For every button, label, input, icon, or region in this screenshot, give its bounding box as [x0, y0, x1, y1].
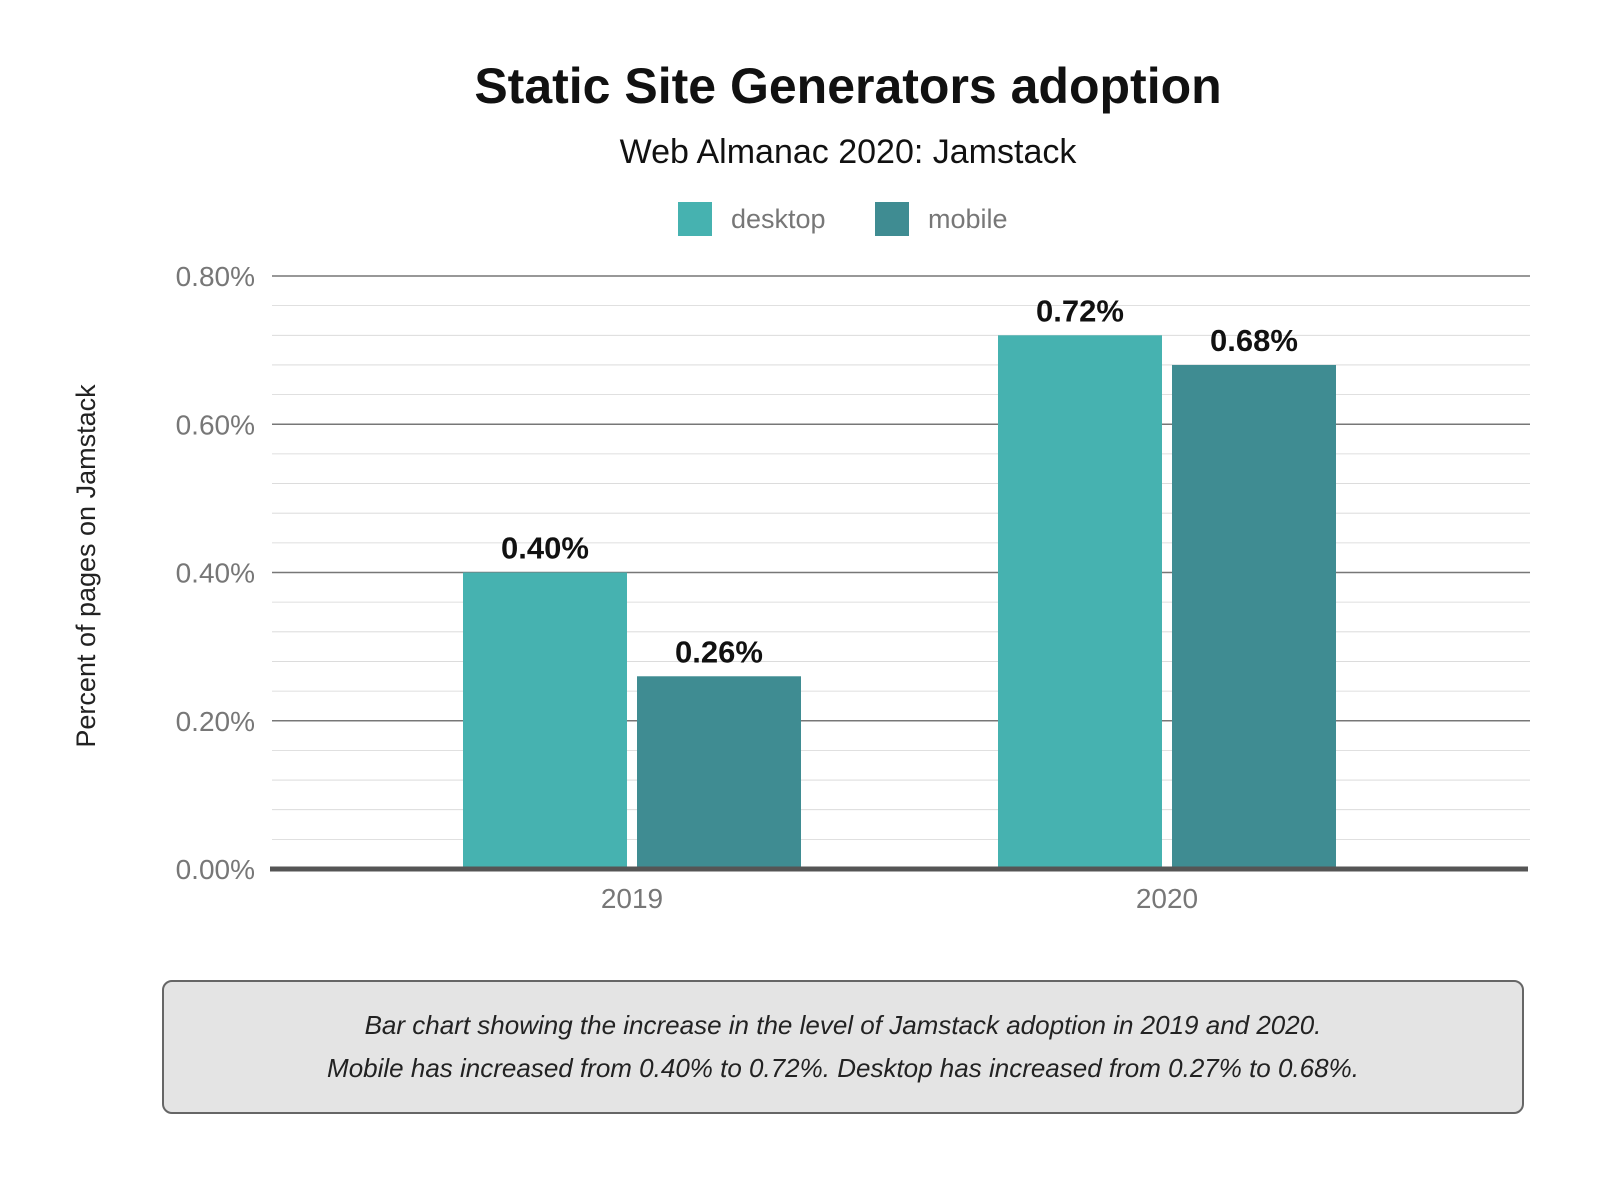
data-label-desktop-2019: 0.40% — [501, 531, 589, 566]
legend-label-mobile: mobile — [928, 204, 1008, 234]
bar-mobile-2020 — [1172, 364, 1336, 869]
gridlines — [272, 275, 1530, 840]
y-tick-label: 0.00% — [176, 854, 255, 885]
chart-title: Static Site Generators adoption — [474, 58, 1221, 114]
caption-line-1: Bar chart showing the increase in the le… — [364, 1010, 1322, 1040]
data-label-mobile-2019: 0.26% — [675, 634, 763, 669]
y-tick-label: 0.80% — [176, 261, 255, 292]
bars: 0.40% 0.26% 0.72% 0.68% — [270, 293, 1528, 872]
y-axis-ticks: 0.00% 0.20% 0.40% 0.60% 0.80% — [176, 261, 255, 885]
x-tick-label: 2020 — [1136, 883, 1198, 914]
y-tick-label: 0.20% — [176, 706, 255, 737]
x-axis-ticks: 2019 2020 — [601, 883, 1198, 914]
legend-swatch-mobile — [875, 202, 909, 236]
caption-line-2: Mobile has increased from 0.40% to 0.72%… — [327, 1053, 1359, 1083]
data-label-desktop-2020: 0.72% — [1036, 293, 1124, 328]
chart-subtitle: Web Almanac 2020: Jamstack — [620, 133, 1078, 171]
bar-desktop-2019 — [463, 572, 627, 869]
y-tick-label: 0.40% — [176, 558, 255, 589]
legend-swatch-desktop — [678, 202, 712, 236]
bar-mobile-2019 — [637, 676, 801, 869]
y-tick-label: 0.60% — [176, 409, 255, 440]
chart-description-box: Bar chart showing the increase in the le… — [162, 980, 1524, 1114]
y-axis-label: Percent of pages on Jamstack — [71, 384, 101, 748]
data-label-mobile-2020: 0.68% — [1210, 323, 1298, 358]
bar-desktop-2020 — [998, 335, 1162, 869]
chart: Static Site Generators adoption Web Alma… — [71, 58, 1530, 914]
x-tick-label: 2019 — [601, 883, 663, 914]
legend: desktop mobile — [678, 202, 1008, 236]
legend-label-desktop: desktop — [731, 204, 826, 234]
